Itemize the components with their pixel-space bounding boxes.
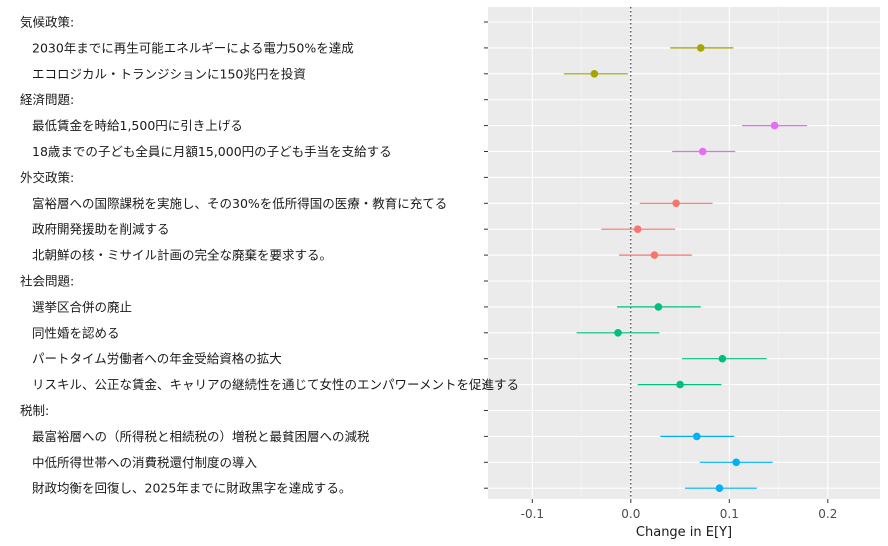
point-estimate [654, 303, 663, 311]
x-tick-label: -0.1 [521, 507, 544, 521]
point-estimate [650, 251, 659, 259]
attribute-label: パートタイム労働者への年金受給資格の拡大 [32, 351, 282, 366]
y-axis-labels: 気候政策: 2030年までに再生可能エネルギーによる電力50%を達成エコロジカル・… [20, 15, 519, 496]
attribute-label: 政府開発援助を削減する [32, 222, 170, 237]
point-estimate [715, 484, 724, 493]
attribute-label: 北朝鮮の核・ミサイル計画の完全な廃棄を要求する。 [32, 248, 332, 263]
plot-panel [488, 7, 880, 499]
group-header-label: 税制: [20, 403, 49, 418]
point-estimate [676, 380, 684, 389]
point-estimate [633, 225, 642, 233]
attribute-label: リスキル、公正な賃金、キャリアの継続性を通じて女性のエンパワーメントを促進する [32, 377, 519, 392]
x-tick-label: 0.1 [720, 507, 739, 521]
point-estimate [696, 44, 705, 52]
group-header-label: 経済問題: [20, 92, 74, 107]
point-estimate [614, 329, 622, 337]
attribute-label: 財政均衡を回復し、2025年までに財政黒字を達成する。 [32, 481, 351, 496]
point-estimate [770, 121, 779, 130]
attribute-label: 選挙区合併の廃止 [32, 299, 132, 314]
attribute-label: 富裕層への国際課税を実施し、その30%を低所得国の医療・教育に充てる [32, 196, 447, 211]
x-tick-label: 0.2 [818, 507, 837, 521]
attribute-label: 18歳までの子ども全員に月額15,000円の子ども手当を支給する [32, 144, 392, 159]
point-estimate [698, 147, 707, 156]
point-estimate [590, 70, 599, 78]
x-axis-ticks: -0.1 0.0 0.1 0.2 [521, 499, 837, 521]
x-tick-label: 0.0 [621, 507, 640, 521]
y-axis-ticks [484, 21, 488, 489]
x-axis-title: Change in E[Y] [636, 525, 732, 540]
point-estimate [718, 354, 727, 363]
group-header-label: 外交政策: [20, 170, 74, 185]
attribute-label: 2030年までに再生可能エネルギーによる電力50%を達成 [32, 40, 354, 55]
attribute-label: 同性婚を認める [32, 325, 120, 340]
point-estimate [693, 432, 701, 441]
point-estimate [732, 458, 741, 467]
attribute-label: 最富裕層への（所得税と相続税の）増税と最貧困層への減税 [32, 429, 370, 444]
group-header-label: 社会問題: [20, 274, 74, 289]
attribute-label: 中低所得世帯への消費税還付制度の導入 [32, 455, 258, 470]
estimates [563, 44, 808, 493]
point-estimate [672, 199, 680, 208]
attribute-label: 最低賃金を時給1,500円に引き上げる [32, 118, 243, 133]
group-header-label: 気候政策: [20, 15, 74, 30]
attribute-label: エコロジカル・トランジションに150兆円を投資 [32, 66, 306, 81]
